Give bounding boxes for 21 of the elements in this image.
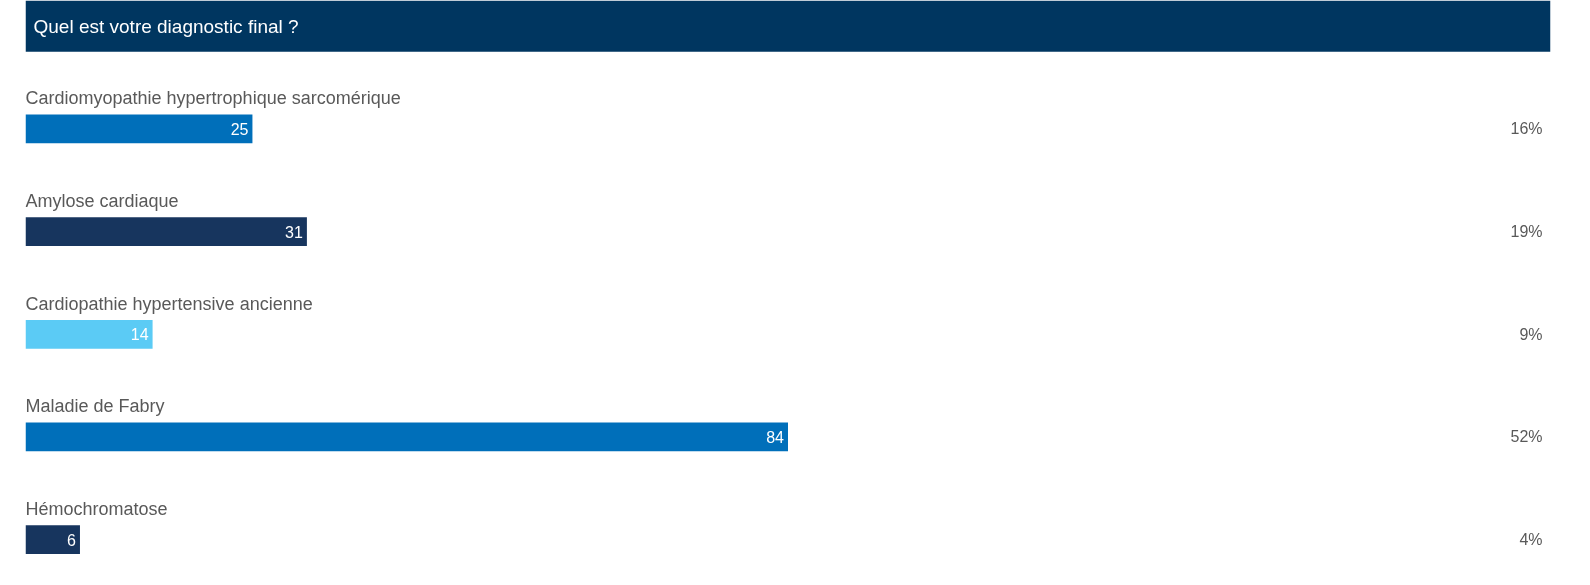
text: 4% <box>1519 531 1543 549</box>
data-label: 84 <box>766 428 785 446</box>
bar <box>25 422 788 452</box>
bar <box>25 114 253 144</box>
text: 19% <box>1510 223 1543 241</box>
y-tick-label: Maladie de Fabry <box>25 396 165 417</box>
y-tick-label: Amylose cardiaque <box>25 191 179 212</box>
data-label: 6 <box>67 531 77 549</box>
data-label: 14 <box>130 326 149 344</box>
data-label: 31 <box>285 223 303 241</box>
chart-title: Quel est votre diagnostic final ? <box>33 15 299 37</box>
y-tick-label: Hémochromatose <box>25 499 168 520</box>
text: 52% <box>1510 428 1543 446</box>
y-tick-label: Cardiomyopathie hypertrophique sarcomérique <box>25 88 401 109</box>
y-tick-label: Cardiopathie hypertensive ancienne <box>25 293 313 314</box>
bar <box>25 319 153 349</box>
bar <box>25 217 307 246</box>
text: 9% <box>1519 325 1543 343</box>
bar <box>25 525 80 555</box>
data-label: 25 <box>230 120 249 138</box>
text: 16% <box>1510 120 1543 138</box>
